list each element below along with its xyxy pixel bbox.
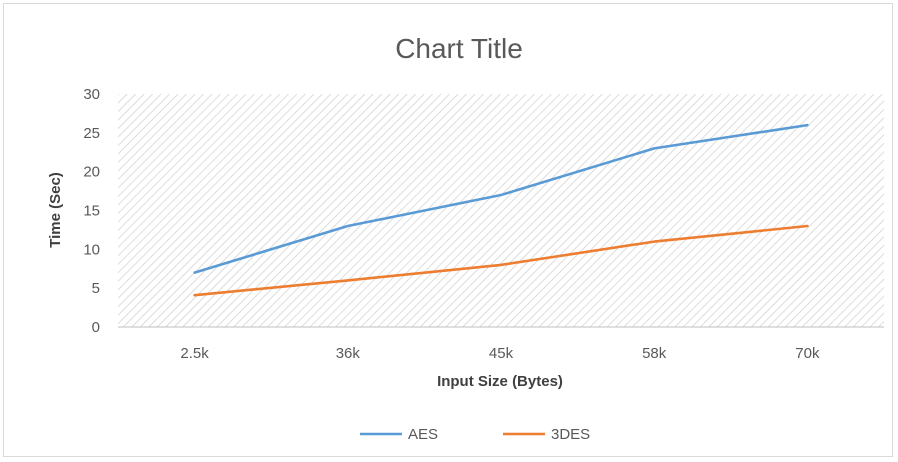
y-axis-title: Time (Sec): [47, 172, 64, 248]
y-tick-labels: 0 5 10 15 20 25 30: [83, 86, 100, 336]
x-tick-labels: 2.5k 36k 45k 58k 70k: [180, 345, 820, 362]
series-line-3des: [193, 224, 809, 297]
x-tick-label: 2.5k: [180, 345, 209, 362]
legend-label: 3DES: [551, 426, 590, 443]
y-tick-label: 25: [83, 125, 100, 142]
x-axis-title: Input Size (Bytes): [437, 373, 563, 390]
y-tick-label: 15: [83, 203, 100, 220]
x-tick-label: 36k: [336, 345, 361, 362]
y-tick-label: 5: [92, 280, 100, 297]
x-tick-label: 70k: [795, 345, 820, 362]
x-tick-label: 45k: [489, 345, 514, 362]
legend-item-3des: 3DES: [503, 426, 590, 443]
y-tick-label: 10: [83, 241, 100, 258]
x-tick-label: 58k: [642, 345, 667, 362]
series-lines: [193, 123, 809, 297]
legend-item-aes: AES: [360, 426, 438, 443]
y-tick-label: 0: [92, 319, 100, 336]
chart-title: Chart Title: [395, 33, 523, 64]
legend: AES 3DES: [360, 426, 590, 443]
y-tick-label: 30: [83, 86, 100, 103]
y-tick-label: 20: [83, 164, 100, 181]
series-line-aes: [193, 123, 809, 274]
legend-label: AES: [408, 426, 438, 443]
